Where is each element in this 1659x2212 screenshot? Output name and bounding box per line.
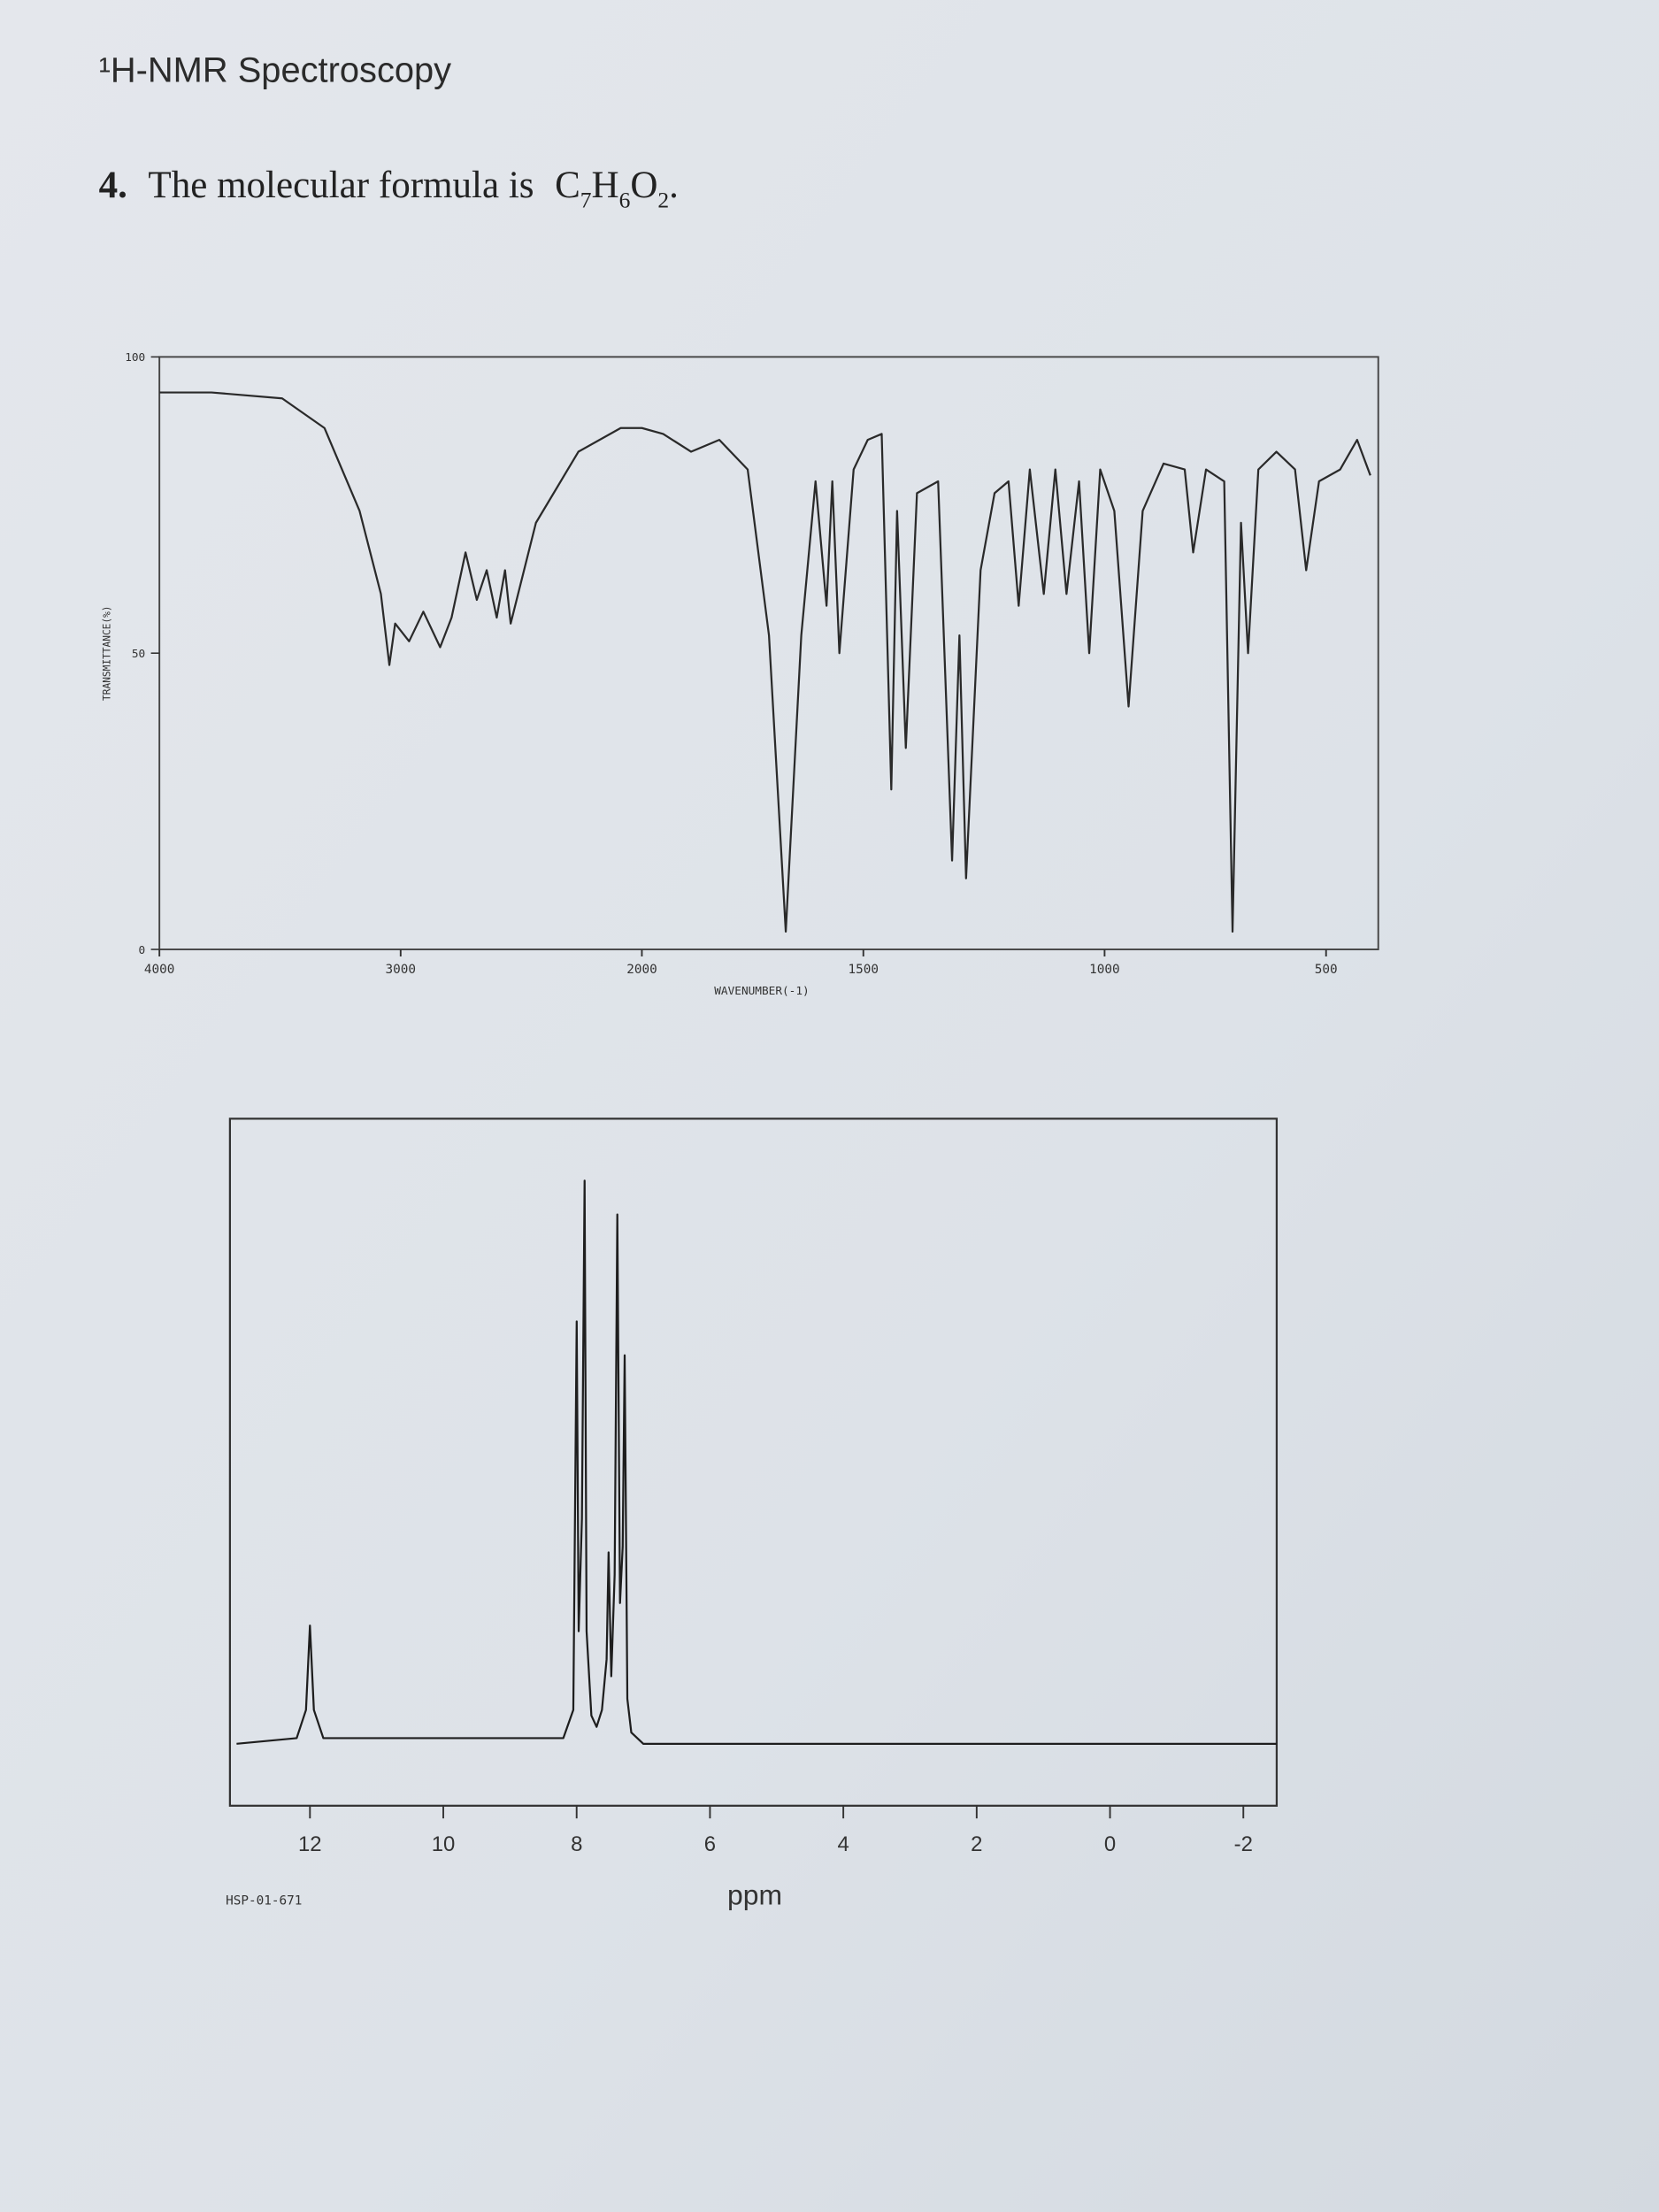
question: 4. The molecular formula is C7H6O2. <box>99 165 679 212</box>
spectrum-line <box>236 1179 1277 1745</box>
x-axis-label: WAVENUMBER(-1) <box>714 985 809 998</box>
x-tick-label: -2 <box>1234 1832 1253 1856</box>
x-tick-label: 500 <box>1315 963 1338 977</box>
nmr-frame <box>228 1118 1279 1807</box>
ir-spectrum: 4000 3000 2000 1500 1000 500 0 50 100 TRANSMITTAN… <box>101 351 1379 998</box>
y-tick-label: 50 <box>132 648 145 661</box>
question-text: The molecular formula is <box>148 165 534 206</box>
formula-count: 7 <box>580 187 592 212</box>
x-tick-label: 1000 <box>1089 963 1120 977</box>
x-tick-label: 2 <box>971 1832 982 1856</box>
formula-symbol: O <box>630 165 657 206</box>
x-tick-label: 0 <box>1104 1832 1116 1856</box>
y-tick-label: 100 <box>125 351 145 365</box>
x-tick-label: 8 <box>571 1832 582 1856</box>
x-tick-label: 4000 <box>144 963 175 977</box>
question-number: 4. <box>99 165 127 206</box>
x-axis-label: ppm <box>727 1878 782 1910</box>
formula-symbol: H <box>592 165 619 206</box>
x-tick-label: 12 <box>298 1832 322 1856</box>
y-tick-label: 0 <box>139 944 146 957</box>
page-header: ¹H-NMR Spectroscopy <box>99 50 452 89</box>
y-axis-label: TRANSMITTANCE(%) <box>101 605 112 700</box>
spectrum-code: HSP-01-671 <box>226 1893 302 1908</box>
x-tick-label: 2000 <box>626 963 657 977</box>
x-tick-label: 1500 <box>849 963 879 977</box>
formula-symbol: C <box>555 165 580 206</box>
nmr-spectrum: 12 10 8 6 4 2 0 -2 ppm HSP-01-671 <box>226 1118 1279 1910</box>
formula-end: . <box>669 165 679 206</box>
x-tick-label: 3000 <box>386 963 417 977</box>
spectrum-line <box>159 391 1371 933</box>
x-tick-label: 6 <box>704 1832 716 1856</box>
formula-count: 6 <box>619 187 631 212</box>
x-tick-label: 10 <box>432 1832 456 1856</box>
x-tick-label: 4 <box>837 1832 849 1856</box>
formula-count: 2 <box>657 187 669 212</box>
